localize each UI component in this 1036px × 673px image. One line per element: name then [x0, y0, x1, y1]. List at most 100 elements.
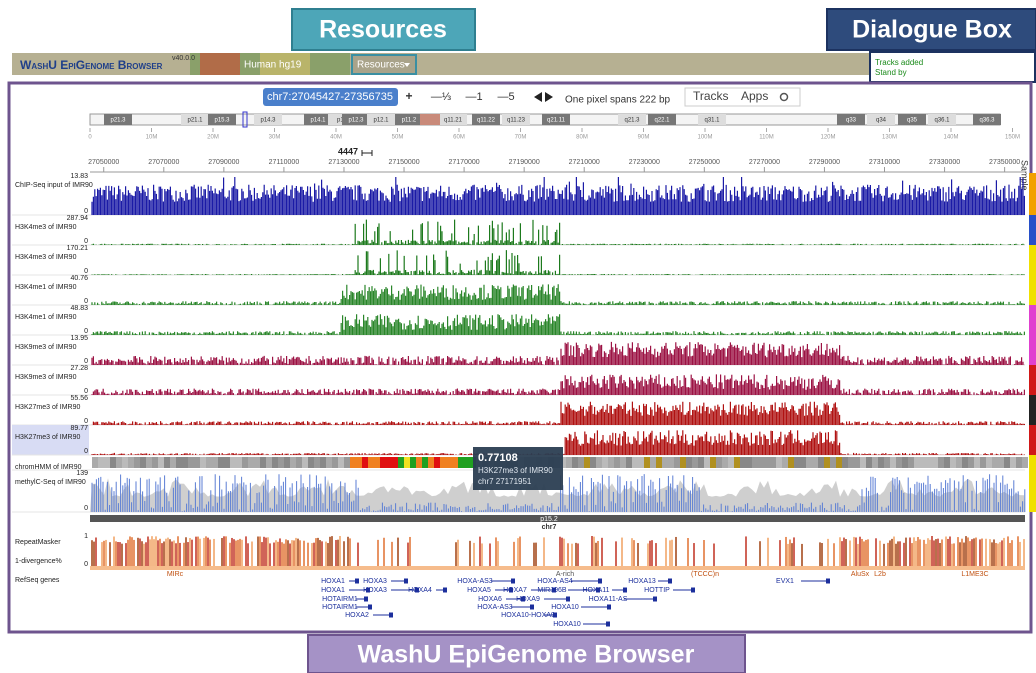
- chromhmm-state: [140, 457, 146, 468]
- chromhmm-state: [320, 457, 326, 468]
- pan-left[interactable]: [534, 92, 542, 102]
- chromhmm-state: [416, 457, 422, 468]
- coord-label: 27110000: [269, 159, 300, 166]
- track-max: 27.28: [70, 365, 88, 372]
- track-min: 0: [84, 208, 88, 215]
- ruler-label: 100M: [697, 135, 712, 141]
- ideogram-label: p15.3: [214, 118, 230, 124]
- track-max: 48.83: [70, 305, 88, 312]
- settings-gear[interactable]: [779, 92, 789, 102]
- ruler-label: 80M: [576, 135, 588, 141]
- ideogram-label: p11.2: [402, 118, 417, 124]
- ideogram-label: q21.11: [547, 118, 566, 124]
- annotation-box: [307, 634, 746, 673]
- chromhmm-state: [890, 457, 896, 468]
- gene-exon: [553, 612, 557, 618]
- chromhmm-state: [896, 457, 902, 468]
- gene-exon: [530, 604, 534, 610]
- ideogram-label: q11.22: [477, 118, 496, 124]
- chromhmm-state: [386, 457, 392, 468]
- resources-menu[interactable]: [351, 54, 417, 75]
- chromhmm-state: [638, 457, 644, 468]
- pan-right[interactable]: [545, 92, 553, 102]
- chromhmm-state: [824, 457, 830, 468]
- gene-name: HOXA10: [551, 604, 579, 611]
- menu-item[interactable]: Tracks: [693, 89, 729, 103]
- header-art: [260, 53, 310, 75]
- chromhmm-state: [746, 457, 752, 468]
- gene-name: HOXA-AS3: [477, 604, 513, 611]
- chromhmm-state: [458, 457, 464, 468]
- chromhmm-state: [464, 457, 470, 468]
- gene-name: HOXA7: [503, 587, 527, 594]
- repeat-label: RepeatMasker: [15, 539, 61, 546]
- track-min: 0: [84, 448, 88, 455]
- track-label: H3K4me1 of IMR90: [15, 284, 77, 291]
- chromhmm-state: [830, 457, 836, 468]
- zoom-button[interactable]: —5: [497, 91, 514, 103]
- ruler-label: 70M: [515, 135, 527, 141]
- coord-label: 27310000: [869, 159, 900, 166]
- signal: [91, 401, 1025, 425]
- zoom-button[interactable]: +: [405, 89, 412, 103]
- chromhmm-state: [938, 457, 944, 468]
- gene-exon: [596, 587, 600, 593]
- track-min: 0: [84, 505, 88, 512]
- chromhmm-state: [1004, 457, 1010, 468]
- signal: [91, 177, 1025, 215]
- chromhmm-state: [326, 457, 332, 468]
- sample-color: [1029, 470, 1036, 512]
- ideogram-band: [928, 114, 956, 125]
- chromhmm-state: [800, 457, 806, 468]
- chromhmm-state: [710, 457, 716, 468]
- sample-color: [1029, 455, 1036, 470]
- gene-name: HOXA10: [553, 621, 581, 628]
- chromhmm-state: [1022, 457, 1028, 468]
- chromosome-label: chr7: [542, 524, 557, 531]
- sample-label: Sample: [1020, 160, 1030, 191]
- chromhmm-state: [134, 457, 140, 468]
- chromhmm-state: [440, 457, 446, 468]
- coordinate-box[interactable]: [263, 88, 398, 106]
- chromhmm-state: [224, 457, 230, 468]
- chromhmm-state: [698, 457, 704, 468]
- chromhmm-state: [404, 457, 410, 468]
- track-max: 40.76: [70, 275, 88, 282]
- coordinate[interactable]: chr7:27045427-27356735: [267, 91, 393, 103]
- gene-exon: [606, 621, 610, 627]
- gene-exon: [415, 587, 419, 593]
- gene-name: HOXA10-HOXA9: [501, 612, 555, 619]
- chromhmm-state: [998, 457, 1004, 468]
- chromhmm-state: [362, 457, 368, 468]
- chromhmm-state: [980, 457, 986, 468]
- chromhmm-state: [206, 457, 212, 468]
- ideogram-band: [648, 114, 676, 125]
- gene-exon: [598, 578, 602, 584]
- logo[interactable]: WashU EpiGenome Browser: [20, 58, 163, 72]
- gene-exon: [668, 578, 672, 584]
- genome[interactable]: Human hg19: [244, 60, 302, 71]
- menu-item[interactable]: Apps: [741, 89, 768, 103]
- chromhmm-state: [338, 457, 344, 468]
- track-highlight: [12, 425, 89, 455]
- ideogram-band: [542, 114, 570, 125]
- chromhmm-state: [1010, 457, 1016, 468]
- chromhmm-state: [986, 457, 992, 468]
- zoom-button[interactable]: —1: [465, 91, 482, 103]
- chromhmm-state: [968, 457, 974, 468]
- track-label: H3K27me3 of IMR90: [15, 404, 80, 411]
- sample-color: [1029, 215, 1036, 245]
- menu-label[interactable]: Resources: [357, 60, 405, 71]
- coord-label: 27150000: [388, 159, 419, 166]
- chromhmm-state: [722, 457, 728, 468]
- chromhmm-state: [302, 457, 308, 468]
- ideogram-label: p14.3: [260, 118, 276, 124]
- zoom-button[interactable]: —⅓: [431, 91, 451, 103]
- chromhmm-state: [368, 457, 374, 468]
- ideogram-label: q35: [907, 118, 918, 124]
- chromhmm-state: [188, 457, 194, 468]
- repeat-family: A-rich: [556, 571, 574, 578]
- track-min: 0: [84, 268, 88, 275]
- chromhmm-state: [902, 457, 908, 468]
- annotation-label: WashU EpiGenome Browser: [358, 641, 695, 669]
